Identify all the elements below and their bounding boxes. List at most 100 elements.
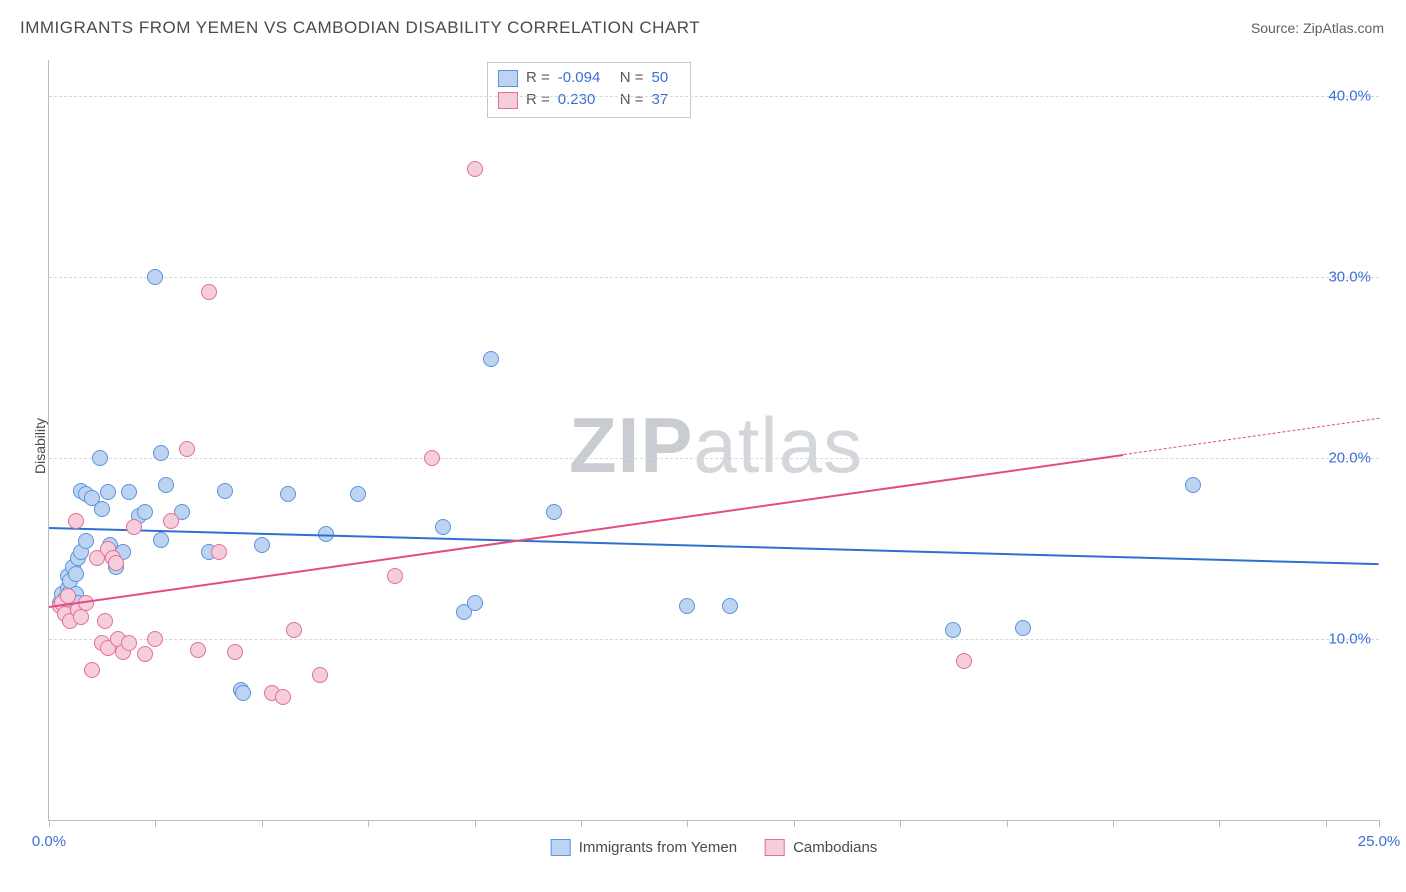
- r-label: R =: [526, 67, 550, 89]
- x-tick: [368, 820, 369, 827]
- legend-label: Immigrants from Yemen: [579, 839, 737, 856]
- data-point: [387, 568, 403, 584]
- x-tick: [1007, 820, 1008, 827]
- data-point: [108, 555, 124, 571]
- gridline: [49, 96, 1379, 97]
- legend-item: Immigrants from Yemen: [551, 839, 737, 856]
- data-point: [286, 622, 302, 638]
- source-attribution: Source: ZipAtlas.com: [1251, 20, 1384, 36]
- data-point: [435, 519, 451, 535]
- x-tick: [49, 820, 50, 827]
- legend-item: Cambodians: [765, 839, 877, 856]
- watermark: ZIPatlas: [569, 400, 863, 491]
- gridline: [49, 458, 1379, 459]
- legend-swatch: [498, 70, 518, 87]
- y-tick-label: 10.0%: [1328, 631, 1371, 648]
- data-point: [94, 501, 110, 517]
- data-point: [235, 685, 251, 701]
- data-point: [467, 595, 483, 611]
- x-tick: [900, 820, 901, 827]
- x-tick: [1113, 820, 1114, 827]
- data-point: [424, 450, 440, 466]
- data-point: [280, 486, 296, 502]
- n-label: N =: [620, 89, 644, 111]
- r-value: -0.094: [558, 67, 612, 89]
- x-tick: [794, 820, 795, 827]
- data-point: [153, 532, 169, 548]
- data-point: [1185, 477, 1201, 493]
- data-point: [92, 450, 108, 466]
- data-point: [275, 689, 291, 705]
- regression-line: [49, 527, 1379, 565]
- watermark-zip: ZIP: [569, 401, 693, 489]
- data-point: [483, 351, 499, 367]
- data-point: [68, 513, 84, 529]
- correlation-stats-legend: R = -0.094 N = 50 R = 0.230 N = 37: [487, 62, 691, 118]
- data-point: [147, 631, 163, 647]
- data-point: [163, 513, 179, 529]
- legend-label: Cambodians: [793, 839, 877, 856]
- data-point: [158, 477, 174, 493]
- x-tick: [1219, 820, 1220, 827]
- data-point: [137, 504, 153, 520]
- data-point: [956, 653, 972, 669]
- data-point: [68, 566, 84, 582]
- data-point: [179, 441, 195, 457]
- x-tick-label: 0.0%: [32, 833, 66, 850]
- stats-legend-row: R = 0.230 N = 37: [498, 89, 680, 111]
- data-point: [227, 644, 243, 660]
- stats-legend-row: R = -0.094 N = 50: [498, 67, 680, 89]
- data-point: [190, 642, 206, 658]
- y-tick-label: 40.0%: [1328, 88, 1371, 105]
- data-point: [73, 609, 89, 625]
- data-point: [679, 598, 695, 614]
- y-tick-label: 30.0%: [1328, 269, 1371, 286]
- data-point: [78, 533, 94, 549]
- data-point: [254, 537, 270, 553]
- data-point: [126, 519, 142, 535]
- data-point: [945, 622, 961, 638]
- x-tick: [1326, 820, 1327, 827]
- n-value: 50: [652, 67, 680, 89]
- data-point: [722, 598, 738, 614]
- data-point: [60, 588, 76, 604]
- scatter-plot-area: ZIPatlas R =-0.094N =50R =0.230N =37 Imm…: [48, 60, 1379, 821]
- data-point: [121, 484, 137, 500]
- gridline: [49, 277, 1379, 278]
- gridline: [49, 639, 1379, 640]
- x-tick: [155, 820, 156, 827]
- data-point: [84, 662, 100, 678]
- r-label: R =: [526, 89, 550, 111]
- x-tick: [262, 820, 263, 827]
- data-point: [546, 504, 562, 520]
- data-point: [217, 483, 233, 499]
- legend-swatch: [765, 839, 785, 856]
- data-point: [153, 445, 169, 461]
- data-point: [100, 484, 116, 500]
- data-point: [467, 161, 483, 177]
- series-legend: Immigrants from Yemen Cambodians: [551, 839, 878, 856]
- data-point: [1015, 620, 1031, 636]
- r-value: 0.230: [558, 89, 612, 111]
- y-axis-label: Disability: [32, 418, 48, 474]
- x-tick: [581, 820, 582, 827]
- data-point: [350, 486, 366, 502]
- data-point: [97, 613, 113, 629]
- chart-title: IMMIGRANTS FROM YEMEN VS CAMBODIAN DISAB…: [20, 18, 700, 38]
- data-point: [201, 284, 217, 300]
- data-point: [121, 635, 137, 651]
- data-point: [211, 544, 227, 560]
- watermark-atlas: atlas: [693, 401, 863, 489]
- x-tick: [687, 820, 688, 827]
- legend-swatch: [551, 839, 571, 856]
- data-point: [147, 269, 163, 285]
- y-tick-label: 20.0%: [1328, 450, 1371, 467]
- data-point: [312, 667, 328, 683]
- n-label: N =: [620, 67, 644, 89]
- data-point: [137, 646, 153, 662]
- x-tick: [1379, 820, 1380, 827]
- x-tick: [475, 820, 476, 827]
- x-tick-label: 25.0%: [1358, 833, 1401, 850]
- n-value: 37: [652, 89, 680, 111]
- legend-swatch: [498, 92, 518, 109]
